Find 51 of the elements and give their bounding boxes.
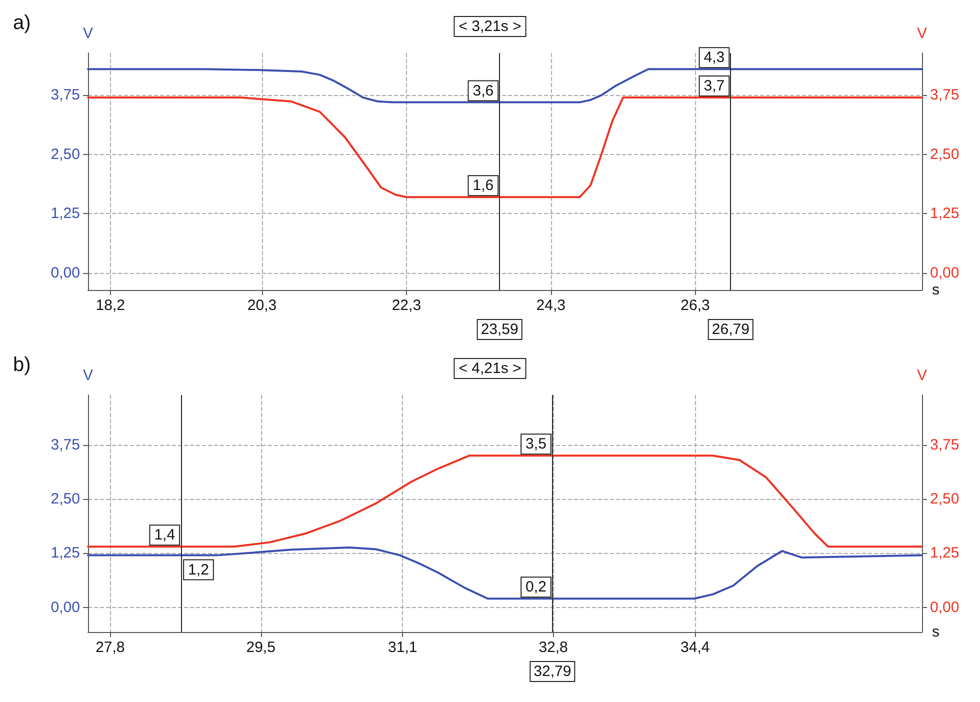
x-tick-label: 27,8	[96, 639, 125, 656]
y-tick-label: 3,75	[50, 436, 80, 454]
y2-axis-title: V	[916, 25, 928, 42]
y-tick-label: 1,25	[50, 205, 80, 222]
y2-tick-label: 2,50	[930, 490, 960, 508]
y2-tick-label: 1,25	[930, 205, 960, 222]
x-tick-label: 31,1	[388, 639, 418, 656]
ref-line-label: 32,79	[534, 663, 572, 680]
x-tick-label: 26,3	[680, 297, 710, 314]
annotation: 0,2	[526, 578, 546, 596]
y-tick-label: 0,00	[50, 264, 80, 282]
x-axis-title: s	[932, 282, 940, 298]
y2-tick-label: 2,50	[930, 146, 960, 163]
line-series	[87, 454, 923, 548]
annotation: 1,4	[154, 526, 176, 544]
y2-tick-label: 0,00	[930, 598, 960, 616]
y-tick-label: 3,75	[50, 86, 80, 104]
annotation: 3,5	[526, 436, 546, 453]
y2-tick-label: 3,75	[930, 436, 960, 454]
y-axis-title: V	[82, 367, 94, 384]
annotation: 4,3	[704, 49, 725, 66]
y-tick-label: 1,25	[50, 544, 80, 562]
x-tick-label: 20,3	[247, 297, 277, 314]
annotation: 1,6	[472, 177, 494, 194]
y2-tick-label: 1,25	[930, 544, 960, 562]
y2-tick-label: 0,00	[930, 264, 960, 282]
chart-title: a)	[13, 12, 31, 34]
line-series	[87, 68, 923, 104]
y-tick-label: 2,50	[50, 490, 80, 508]
chart-title: b)	[13, 354, 31, 376]
x-tick-label: 32,8	[538, 639, 568, 656]
x-tick-label: 18,2	[96, 297, 125, 314]
y-tick-label: 2,50	[50, 146, 80, 163]
ref-line-label: 26,79	[712, 321, 750, 338]
annotation: 3,7	[704, 78, 725, 95]
annotation: 1,2	[188, 561, 209, 578]
ref-line-label: 23,59	[480, 321, 518, 338]
x-tick-label: 34,4	[680, 639, 710, 656]
x-tick-label: 22,3	[392, 297, 422, 314]
y-axis-title: V	[82, 25, 94, 42]
line-series	[87, 96, 923, 198]
x-tick-label: 29,5	[246, 639, 276, 656]
x-axis-title: s	[932, 624, 940, 640]
text: < 3,21s >	[458, 18, 522, 35]
annotation: 3,6	[472, 82, 494, 100]
line-series	[87, 546, 923, 600]
y2-axis-title: V	[916, 367, 928, 384]
y2-tick-label: 3,75	[930, 86, 960, 104]
y-tick-label: 0,00	[50, 598, 80, 616]
x-tick-label: 24,3	[536, 297, 566, 314]
text: < 4,21s >	[458, 360, 522, 377]
